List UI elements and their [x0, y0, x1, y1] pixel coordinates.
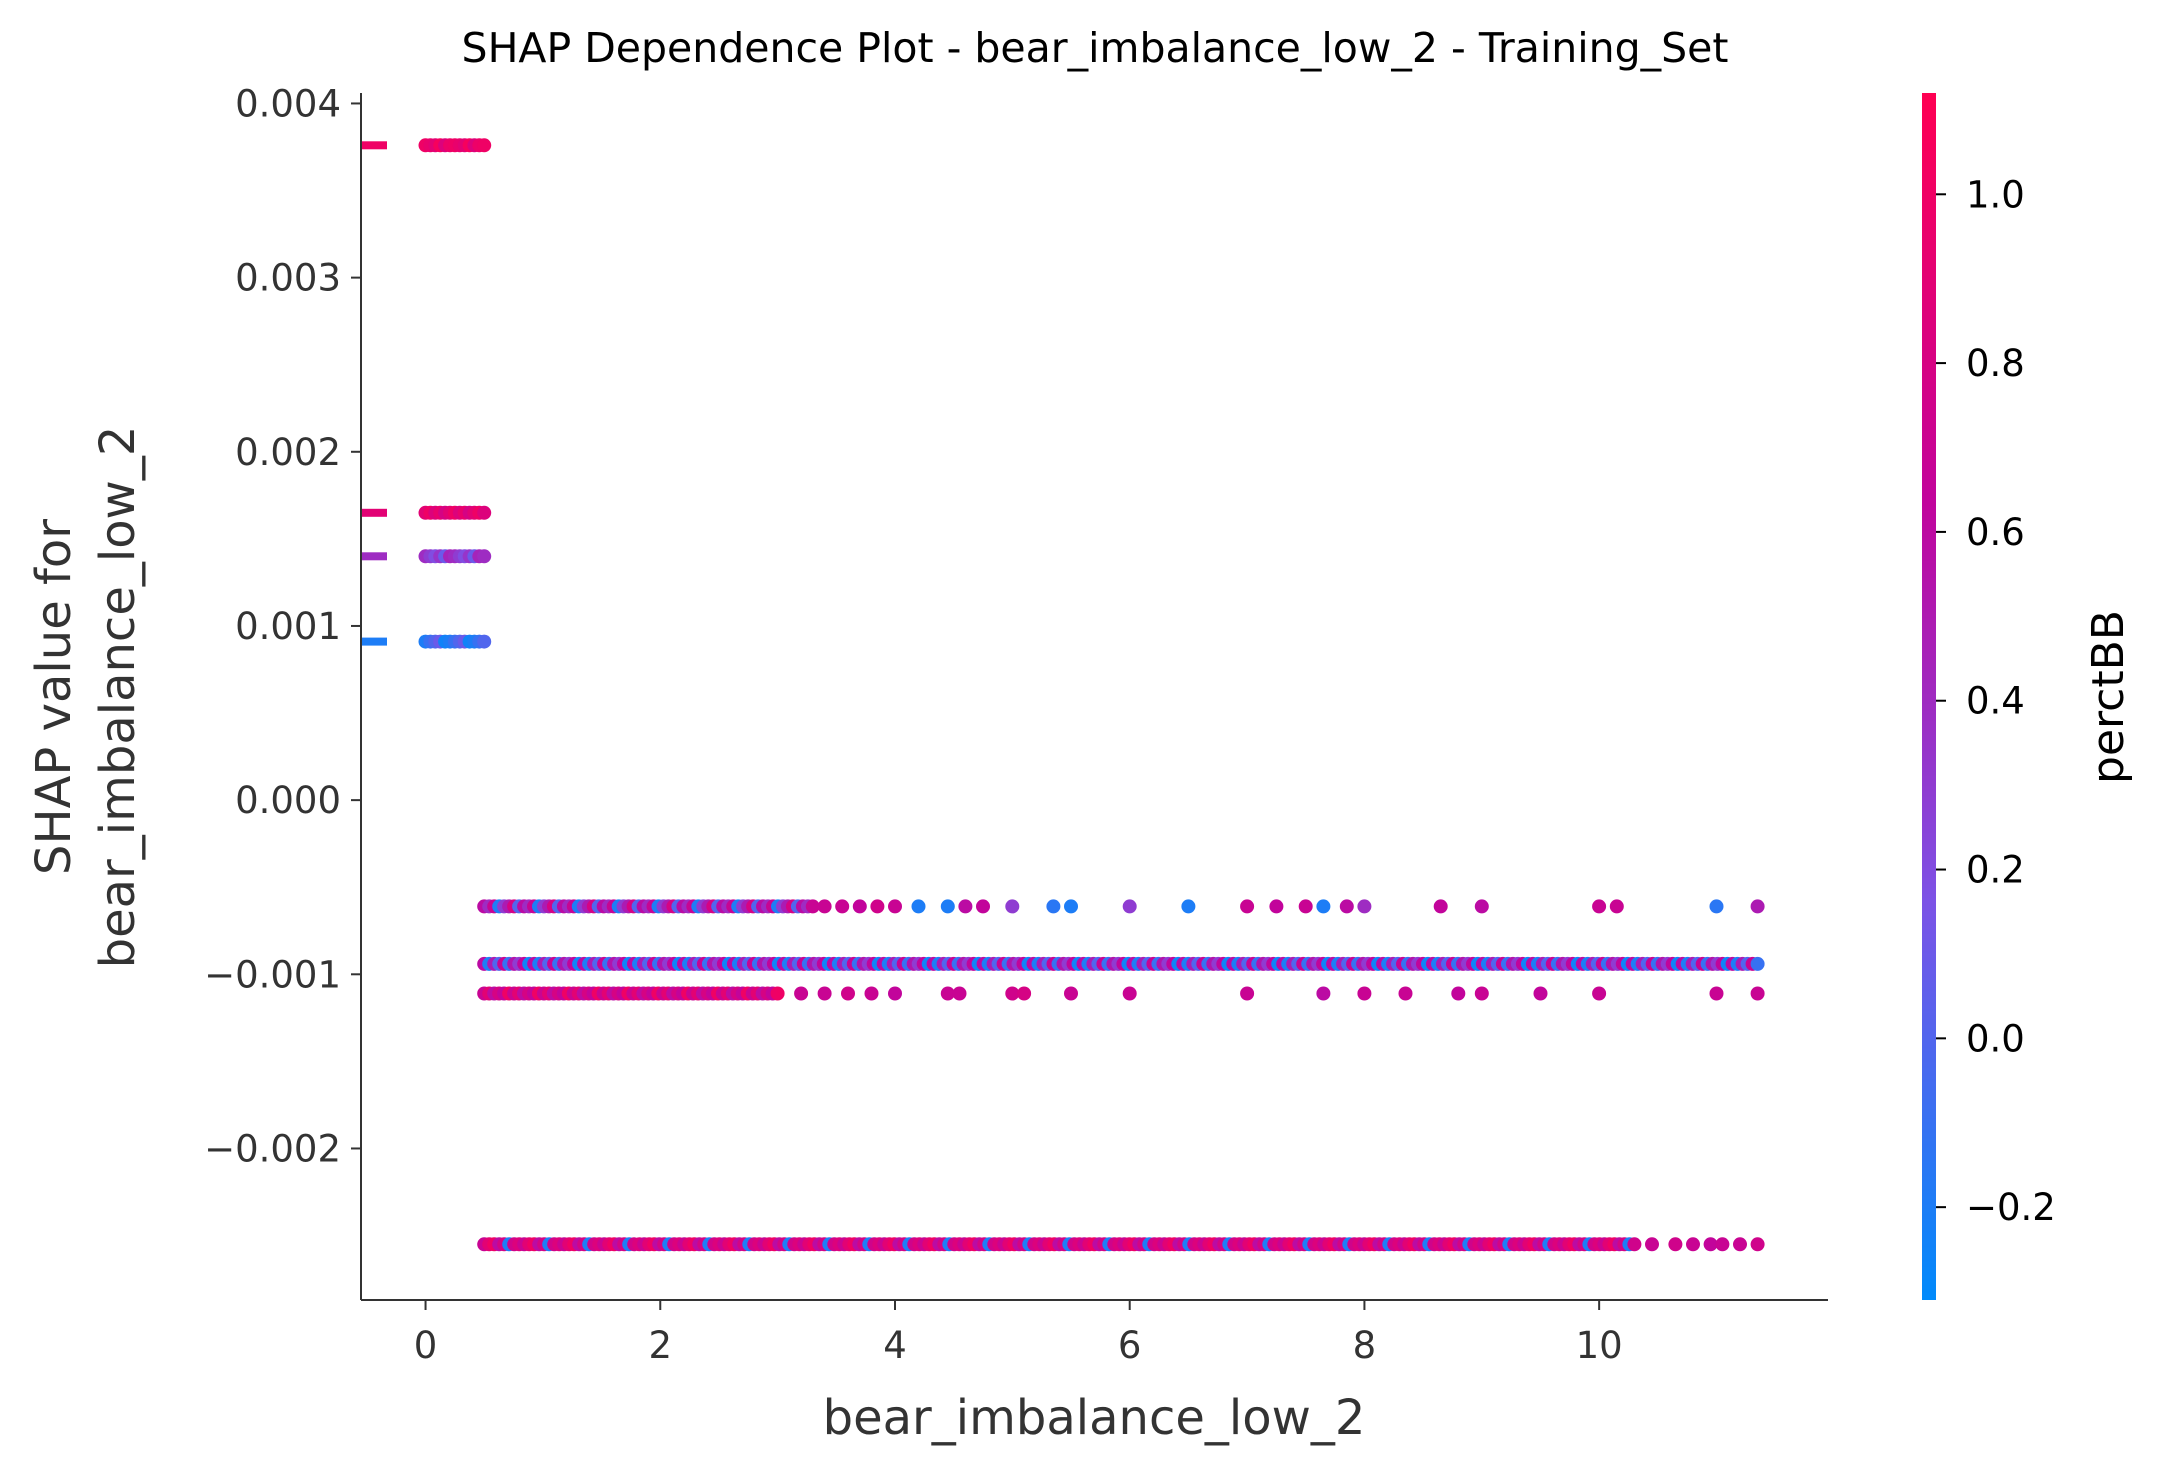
scatter-point [911, 899, 926, 914]
colorbar-tick-label: 0.2 [1966, 849, 2025, 892]
scatter-point [1316, 986, 1331, 1001]
scatter-point [958, 899, 973, 914]
x-tick-label: 4 [883, 1324, 907, 1367]
scatter-point [770, 986, 785, 1001]
scatter-point [940, 899, 955, 914]
scatter-point [1592, 899, 1607, 914]
colorbar [1922, 93, 1936, 1300]
y-axis-marker [361, 637, 387, 646]
scatter-point [952, 986, 967, 1001]
colorbar-tick-label: 1.0 [1966, 173, 2025, 216]
chart-title: SHAP Dependence Plot - bear_imbalance_lo… [462, 24, 1729, 72]
colorbar-tick-label: 0.4 [1966, 680, 2025, 723]
scatter-point [1733, 1237, 1747, 1252]
x-axis-ticks: 0 2 4 6 8 10 [414, 1300, 1623, 1367]
scatter-point [1433, 899, 1448, 914]
scatter-point [1339, 899, 1354, 914]
x-tick-label: 10 [1576, 1324, 1623, 1367]
scatter-point [841, 986, 855, 1001]
colorbar-tick-label: 0.6 [1966, 511, 2025, 554]
scatter-point [1686, 1237, 1700, 1252]
scatter-point [477, 505, 492, 520]
scatter-point [477, 138, 492, 153]
scatter-point [1750, 986, 1765, 1001]
colorbar-ticks: 1.0 0.8 0.6 0.4 0.2 0.0 −0.2 [1936, 173, 2056, 1229]
y-axis-label-line1: SHAP value for [26, 519, 82, 875]
scatter-point [1298, 899, 1313, 914]
scatter-point [1451, 986, 1466, 1001]
scatter-point [1592, 986, 1607, 1001]
y-axis-marker [361, 552, 387, 561]
x-tick-label: 2 [648, 1324, 672, 1367]
scatter-points [361, 138, 1765, 1252]
scatter-point [1269, 899, 1284, 914]
scatter-point [940, 986, 955, 1001]
scatter-point [477, 634, 492, 649]
y-axis-label: SHAP value for bear_imbalance_low_2 [26, 426, 146, 969]
scatter-point [1122, 986, 1137, 1001]
scatter-point [1181, 899, 1196, 914]
y-axis-ticks: 0.004 0.003 0.002 0.001 0.000 −0.001 −0.002 [204, 82, 361, 1170]
y-axis-marker [361, 141, 387, 150]
colorbar-tick-label: 0.8 [1966, 342, 2025, 385]
scatter-point [870, 899, 885, 914]
scatter-point [1645, 1237, 1659, 1252]
scatter-point [1240, 986, 1255, 1001]
y-axis-label-line2: bear_imbalance_low_2 [90, 426, 146, 969]
scatter-point [1750, 1237, 1765, 1252]
colorbar-tick-label: 0.0 [1966, 1017, 2025, 1060]
y-axis-marker [361, 508, 387, 517]
scatter-point [1627, 1237, 1642, 1252]
scatter-point [1064, 986, 1078, 1001]
scatter-point [1005, 899, 1020, 914]
scatter-point [1398, 986, 1413, 1001]
scatter-point [1709, 899, 1724, 914]
colorbar-label: perctBB [2083, 610, 2134, 784]
scatter-point [1715, 1237, 1730, 1252]
scatter-point [852, 899, 867, 914]
scatter-point [817, 986, 832, 1001]
x-tick-label: 6 [1118, 1324, 1142, 1367]
scatter-point [1709, 986, 1724, 1001]
scatter-point [1474, 986, 1489, 1001]
scatter-point [477, 549, 492, 564]
scatter-point [1750, 899, 1765, 914]
scatter-point [794, 986, 809, 1001]
scatter-point [1609, 899, 1624, 914]
y-tick-label: 0.003 [235, 257, 341, 300]
x-axis-label: bear_imbalance_low_2 [823, 1390, 1366, 1446]
scatter-point [1703, 1237, 1718, 1252]
scatter-point [817, 899, 832, 914]
scatter-point [976, 899, 990, 914]
scatter-point [835, 899, 850, 914]
x-tick-label: 0 [414, 1324, 438, 1367]
scatter-point [1474, 899, 1489, 914]
y-tick-label: 0.001 [235, 605, 341, 648]
colorbar-tick-label: −0.2 [1966, 1186, 2056, 1229]
y-tick-label: 0.004 [235, 82, 341, 125]
y-tick-label: −0.002 [204, 1127, 341, 1170]
scatter-point [1064, 899, 1078, 914]
scatter-point [1533, 986, 1548, 1001]
y-tick-label: 0.000 [235, 779, 341, 822]
scatter-point [1240, 899, 1255, 914]
scatter-point [805, 899, 820, 914]
scatter-point [1357, 899, 1372, 914]
scatter-point [1668, 1237, 1683, 1252]
scatter-point [864, 986, 879, 1001]
y-tick-label: −0.001 [204, 953, 341, 996]
scatter-point [1017, 986, 1032, 1001]
y-tick-label: 0.002 [235, 431, 341, 474]
scatter-point [1005, 986, 1020, 1001]
scatter-point [888, 986, 902, 1001]
scatter-point [1750, 956, 1765, 971]
scatter-point [1357, 986, 1372, 1001]
scatter-point [1122, 899, 1137, 914]
scatter-point [888, 899, 902, 914]
scatter-point [1046, 899, 1061, 914]
scatter-point [1316, 899, 1331, 914]
x-tick-label: 8 [1353, 1324, 1377, 1367]
